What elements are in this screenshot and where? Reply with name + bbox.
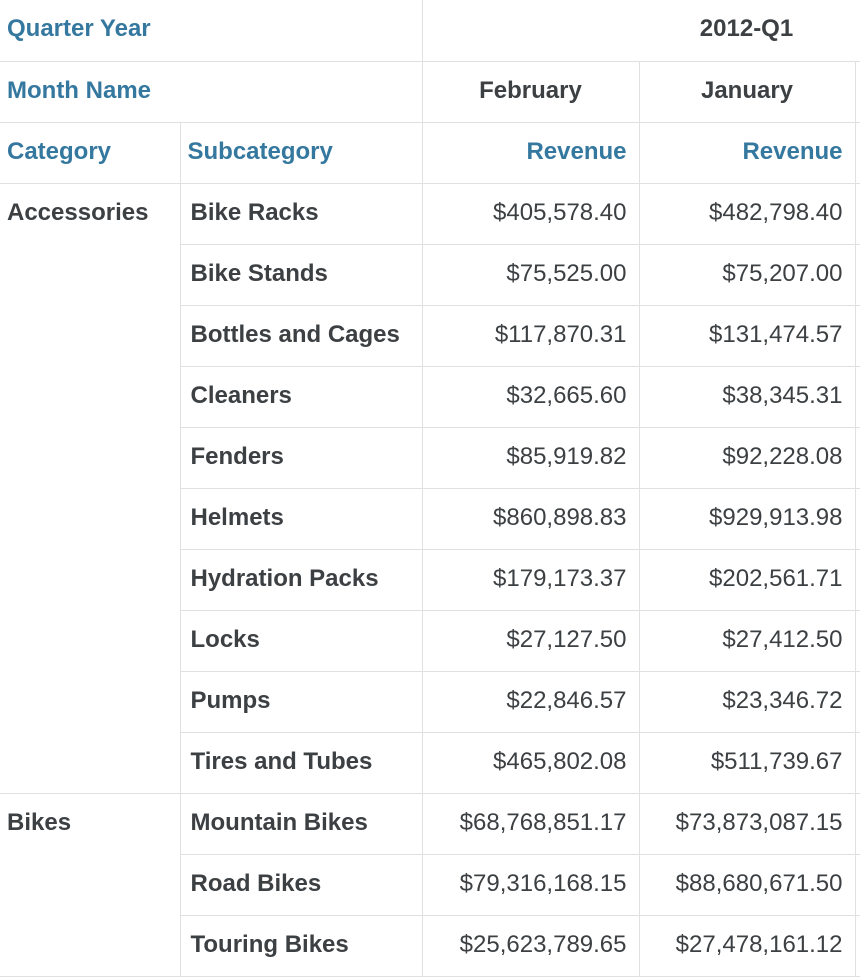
table-row: Hydration Packs $179,173.37 $202,561.71	[0, 549, 860, 611]
revenue-cell: $179,173.37	[422, 549, 640, 611]
revenue-cell: $92,228.08	[639, 427, 856, 489]
subcategory-cell: Road Bikes	[180, 854, 423, 916]
table-row: Touring Bikes $25,623,789.65 $27,478,161…	[0, 915, 860, 977]
subcategory-cell: Tires and Tubes	[180, 732, 423, 794]
revenue-cell: $85,919.82	[422, 427, 640, 489]
revenue-cell-cutoff	[855, 305, 860, 367]
revenue-header-cutoff	[855, 122, 860, 184]
subcategory-cell: Cleaners	[180, 366, 423, 428]
subcategory-cell: Helmets	[180, 488, 423, 550]
revenue-cell: $405,578.40	[422, 183, 640, 245]
revenue-cell-cutoff	[855, 549, 860, 611]
revenue-cell: $88,680,671.50	[639, 854, 856, 916]
revenue-cell-cutoff	[855, 488, 860, 550]
table-row: Bottles and Cages $117,870.31 $131,474.5…	[0, 305, 860, 367]
revenue-cell: $25,623,789.65	[422, 915, 640, 977]
revenue-cell: $22,846.57	[422, 671, 640, 733]
revenue-cell: $75,525.00	[422, 244, 640, 306]
revenue-cell-cutoff	[855, 854, 860, 916]
category-cell: Bikes	[0, 793, 181, 977]
subcategory-cell: Bike Racks	[180, 183, 423, 245]
revenue-header-february[interactable]: Revenue	[422, 122, 640, 184]
revenue-cell-cutoff	[855, 183, 860, 245]
subcategory-header[interactable]: Subcategory	[180, 122, 423, 184]
revenue-cell: $75,207.00	[639, 244, 856, 306]
table-row: Bikes Mountain Bikes $68,768,851.17 $73,…	[0, 793, 860, 977]
revenue-cell: $131,474.57	[639, 305, 856, 367]
table-row: Bike Stands $75,525.00 $75,207.00	[0, 244, 860, 306]
revenue-cell-cutoff	[855, 366, 860, 428]
revenue-cell: $860,898.83	[422, 488, 640, 550]
revenue-cell: $511,739.67	[639, 732, 856, 794]
revenue-cell: $27,412.50	[639, 610, 856, 672]
quarter-year-header[interactable]: Quarter Year	[0, 0, 423, 62]
revenue-cell-cutoff	[855, 427, 860, 489]
revenue-cell: $27,127.50	[422, 610, 640, 672]
revenue-header-january[interactable]: Revenue	[639, 122, 856, 184]
revenue-cell: $202,561.71	[639, 549, 856, 611]
table-row: Locks $27,127.50 $27,412.50	[0, 610, 860, 672]
revenue-cell-cutoff	[855, 915, 860, 977]
subcategory-cell: Pumps	[180, 671, 423, 733]
revenue-cell: $929,913.98	[639, 488, 856, 550]
subcategory-cell: Touring Bikes	[180, 915, 423, 977]
measure-header-row: Category Subcategory Revenue Revenue	[0, 122, 860, 184]
table-row: Pumps $22,846.57 $23,346.72	[0, 671, 860, 733]
revenue-cell: $117,870.31	[422, 305, 640, 367]
quarter-value: 2012-Q1	[422, 0, 860, 62]
revenue-cell: $465,802.08	[422, 732, 640, 794]
revenue-cell-cutoff	[855, 610, 860, 672]
revenue-cell: $23,346.72	[639, 671, 856, 733]
table-row: Helmets $860,898.83 $929,913.98	[0, 488, 860, 550]
month-column-cutoff	[855, 61, 860, 123]
month-header-row: Month Name February January	[0, 61, 860, 123]
category-header[interactable]: Category	[0, 122, 181, 184]
subcategory-cell: Bottles and Cages	[180, 305, 423, 367]
subcategory-cell: Hydration Packs	[180, 549, 423, 611]
category-cell: Accessories	[0, 183, 181, 794]
month-column-february: February	[422, 61, 640, 123]
revenue-cell-cutoff	[855, 671, 860, 733]
table-row: Fenders $85,919.82 $92,228.08	[0, 427, 860, 489]
subcategory-cell: Fenders	[180, 427, 423, 489]
month-column-january: January	[639, 61, 856, 123]
revenue-cell: $38,345.31	[639, 366, 856, 428]
revenue-cell: $68,768,851.17	[422, 793, 640, 855]
subcategory-cell: Locks	[180, 610, 423, 672]
revenue-cell-cutoff	[855, 732, 860, 794]
table-row: Road Bikes $79,316,168.15 $88,680,671.50	[0, 854, 860, 916]
subcategory-cell: Mountain Bikes	[180, 793, 423, 855]
revenue-cell-cutoff	[855, 244, 860, 306]
table-row: Accessories Bike Racks $405,578.40 $482,…	[0, 183, 860, 794]
revenue-cell: $32,665.60	[422, 366, 640, 428]
revenue-cell: $482,798.40	[639, 183, 856, 245]
revenue-cell: $27,478,161.12	[639, 915, 856, 977]
month-name-header[interactable]: Month Name	[0, 61, 423, 123]
table-row: Tires and Tubes $465,802.08 $511,739.67	[0, 732, 860, 794]
revenue-cell-cutoff	[855, 793, 860, 855]
revenue-cell: $79,316,168.15	[422, 854, 640, 916]
revenue-cell: $73,873,087.15	[639, 793, 856, 855]
quarter-header-row: Quarter Year 2012-Q1	[0, 0, 860, 62]
table-row: Cleaners $32,665.60 $38,345.31	[0, 366, 860, 428]
subcategory-cell: Bike Stands	[180, 244, 423, 306]
